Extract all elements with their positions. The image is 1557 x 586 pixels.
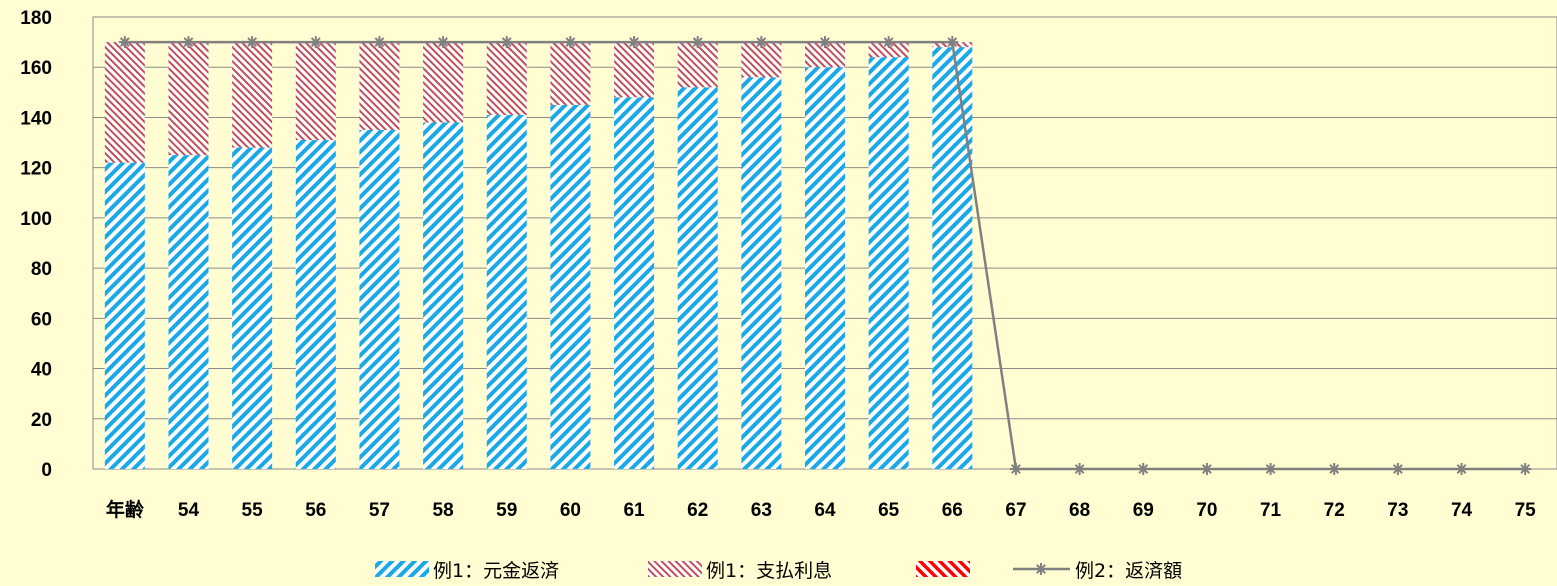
x-tick-label: 67 bbox=[1005, 500, 1026, 521]
bar-interest bbox=[677, 42, 718, 88]
line-point bbox=[1009, 463, 1022, 475]
line-point bbox=[1328, 463, 1341, 475]
x-tick-label: 68 bbox=[1069, 500, 1090, 521]
legend-swatch-1 bbox=[648, 561, 702, 577]
bar-principal bbox=[359, 130, 400, 469]
bar-principal bbox=[550, 104, 591, 469]
line-point bbox=[1455, 463, 1468, 475]
bar-interest bbox=[868, 42, 909, 58]
bar-interest bbox=[168, 42, 209, 156]
line-point bbox=[437, 36, 450, 49]
bar-interest bbox=[295, 42, 336, 141]
legend-swatch-0 bbox=[375, 561, 429, 577]
x-tick-label: 74 bbox=[1451, 500, 1473, 521]
line-point bbox=[1073, 463, 1086, 475]
line-point bbox=[118, 36, 131, 49]
bar-principal bbox=[932, 47, 973, 470]
y-tick-label: 160 bbox=[20, 58, 52, 79]
x-tick-label: 61 bbox=[623, 500, 645, 521]
x-tick-label: 58 bbox=[433, 500, 454, 521]
line-point bbox=[628, 36, 641, 49]
line-point bbox=[691, 36, 704, 49]
legend-line-marker bbox=[1035, 563, 1047, 575]
x-tick-label: 65 bbox=[878, 500, 900, 521]
bars bbox=[104, 42, 973, 470]
y-tick-label: 20 bbox=[31, 410, 52, 431]
bar-principal bbox=[805, 67, 845, 469]
x-tick-label: 62 bbox=[687, 500, 708, 521]
line-point bbox=[819, 36, 831, 49]
legend-label: 例1：支払利息 bbox=[706, 560, 832, 582]
x-tick-label: 73 bbox=[1387, 500, 1408, 521]
bar-interest bbox=[104, 42, 145, 163]
line-point bbox=[309, 36, 322, 49]
y-axis-tick-labels: 0 20 40 60 80 100 120 140 160 180 bbox=[20, 8, 52, 481]
line-point bbox=[564, 36, 577, 49]
bar-interest bbox=[359, 42, 400, 130]
x-tick-label: 56 bbox=[305, 500, 326, 521]
y-tick-label: 180 bbox=[20, 8, 52, 29]
x-tick-label: 63 bbox=[751, 500, 772, 521]
line-point bbox=[946, 36, 959, 49]
x-tick-label: 75 bbox=[1515, 500, 1537, 521]
bar-principal bbox=[677, 87, 718, 470]
bar-principal bbox=[614, 97, 655, 469]
line-point bbox=[500, 36, 513, 49]
x-tick-label: 54 bbox=[178, 500, 200, 521]
x-tick-label: 72 bbox=[1324, 500, 1345, 521]
x-tick-label: 66 bbox=[942, 500, 963, 521]
line-point bbox=[1200, 463, 1213, 475]
x-tick-label: 69 bbox=[1133, 500, 1154, 521]
bar-principal bbox=[168, 155, 209, 469]
x-tick-label: 年齢 bbox=[106, 498, 145, 521]
x-tick-label: 71 bbox=[1260, 500, 1282, 521]
bar-principal bbox=[232, 147, 273, 470]
legend-label: 例2：返済額 bbox=[1075, 560, 1182, 582]
line-point bbox=[1519, 463, 1532, 475]
bar-principal bbox=[741, 77, 782, 470]
line-point bbox=[1391, 463, 1404, 475]
y-tick-label: 60 bbox=[31, 309, 52, 330]
x-tick-label: 60 bbox=[560, 500, 581, 521]
line-point bbox=[373, 36, 386, 49]
line-point bbox=[882, 36, 895, 49]
legend: 例1：元金返済 例1：支払利息 例2：返済額 bbox=[375, 560, 1182, 582]
line-series bbox=[118, 36, 1532, 475]
line-point bbox=[755, 36, 768, 49]
x-tick-label: 64 bbox=[814, 500, 836, 521]
x-tick-label: 57 bbox=[369, 500, 390, 521]
y-tick-label: 80 bbox=[31, 259, 52, 280]
bar-interest bbox=[423, 42, 464, 123]
y-tick-label: 0 bbox=[41, 460, 52, 481]
legend-label: 例1：元金返済 bbox=[433, 560, 559, 582]
legend-swatch-2 bbox=[916, 561, 970, 577]
y-tick-label: 140 bbox=[20, 108, 52, 129]
bar-principal bbox=[295, 140, 336, 470]
y-tick-label: 120 bbox=[20, 159, 52, 180]
x-tick-label: 59 bbox=[496, 500, 517, 521]
bar-interest bbox=[486, 42, 527, 115]
bar-interest bbox=[614, 42, 655, 98]
x-tick-label: 55 bbox=[242, 500, 264, 521]
y-tick-label: 100 bbox=[20, 209, 52, 230]
bar-principal bbox=[486, 114, 527, 469]
bar-principal bbox=[104, 162, 145, 469]
bar-principal bbox=[423, 122, 464, 469]
line-point bbox=[182, 36, 195, 49]
line-point bbox=[1264, 463, 1277, 475]
bar-interest bbox=[550, 42, 591, 105]
line-point bbox=[246, 36, 259, 49]
line-point bbox=[1137, 463, 1150, 475]
bar-interest bbox=[232, 42, 273, 148]
x-axis-tick-labels: 年齢 54 55 56 57 58 59 60 61 62 63 64 65 66 67 68 69 70 71 72… bbox=[106, 498, 1536, 521]
x-tick-label: 70 bbox=[1196, 500, 1217, 521]
y-tick-label: 40 bbox=[31, 360, 52, 381]
bar-principal bbox=[868, 57, 909, 470]
